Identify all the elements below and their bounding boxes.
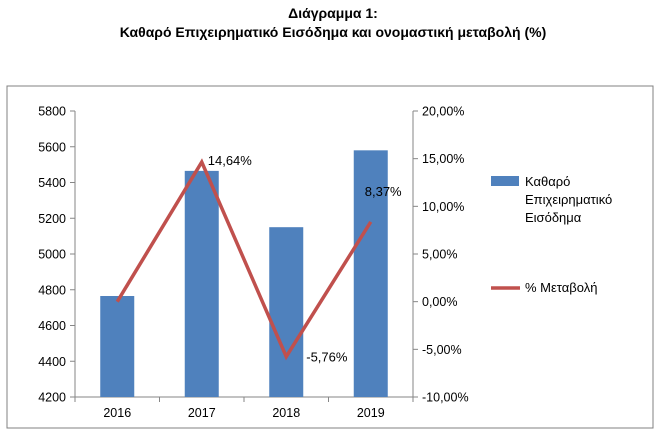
- chart-title-block: Διάγραμμα 1: Καθαρό Επιχειρηματικό Εισόδ…: [0, 4, 666, 42]
- x-tick-label: 2016: [103, 406, 131, 420]
- y-left-tick-label: 4400: [38, 355, 66, 369]
- bar-2016: [100, 296, 135, 397]
- y-right-tick-label: 0,00%: [422, 295, 457, 309]
- chart-title: Διάγραμμα 1:: [288, 5, 378, 21]
- y-left-tick-label: 5600: [38, 140, 66, 154]
- y-right-tick-label: 10,00%: [422, 200, 464, 214]
- legend: Καθαρό Επιχειρηματικό Εισόδημα % Μεταβολή: [491, 174, 612, 295]
- bar-2019: [353, 150, 388, 397]
- y-left-tick-label: 4600: [38, 319, 66, 333]
- y-right-tick-label: 20,00%: [422, 105, 464, 119]
- y-left-tick-label: 5200: [38, 212, 66, 226]
- legend-label-bars: Επιχειρηματικό: [525, 192, 612, 207]
- axes: 4200 4400 4600 4800 5000 5200 5400 5600 5800 -10,…: [38, 105, 468, 421]
- y-right-tick-label: -5,00%: [422, 343, 462, 357]
- bar-2018: [269, 227, 304, 397]
- x-tick-label: 2018: [272, 406, 300, 420]
- data-label-2017: 14,64%: [208, 153, 253, 168]
- x-tick-label: 2019: [357, 406, 385, 420]
- legend-label-bars: Εισόδημα: [525, 210, 582, 225]
- bar-series: [100, 150, 388, 397]
- chart-subtitle: Καθαρό Επιχειρηματικό Εισόδημα και ονομα…: [119, 24, 547, 40]
- y-left-tick-label: 4800: [38, 283, 66, 297]
- legend-swatch-bars: [491, 176, 519, 186]
- y-left-tick-label: 4200: [38, 391, 66, 405]
- y-left-tick-label: 5800: [38, 105, 66, 119]
- x-tick-label: 2017: [188, 406, 216, 420]
- y-right-tick-label: 15,00%: [422, 152, 464, 166]
- line-percent-change: [115, 158, 373, 361]
- data-labels: 14,64% -5,76% 8,37%: [208, 153, 402, 364]
- data-label-2018: -5,76%: [306, 350, 348, 365]
- legend-label-line: % Μεταβολή: [525, 280, 597, 295]
- line-series: [115, 158, 373, 361]
- y-right-tick-label: 5,00%: [422, 248, 457, 262]
- y-left-tick-label: 5000: [38, 248, 66, 262]
- bar-2017: [184, 170, 219, 397]
- y-left-tick-label: 5400: [38, 176, 66, 190]
- data-label-2019: 8,37%: [365, 184, 402, 199]
- y-right-tick-label: -10,00%: [422, 391, 469, 405]
- legend-label-bars: Καθαρό: [525, 174, 570, 189]
